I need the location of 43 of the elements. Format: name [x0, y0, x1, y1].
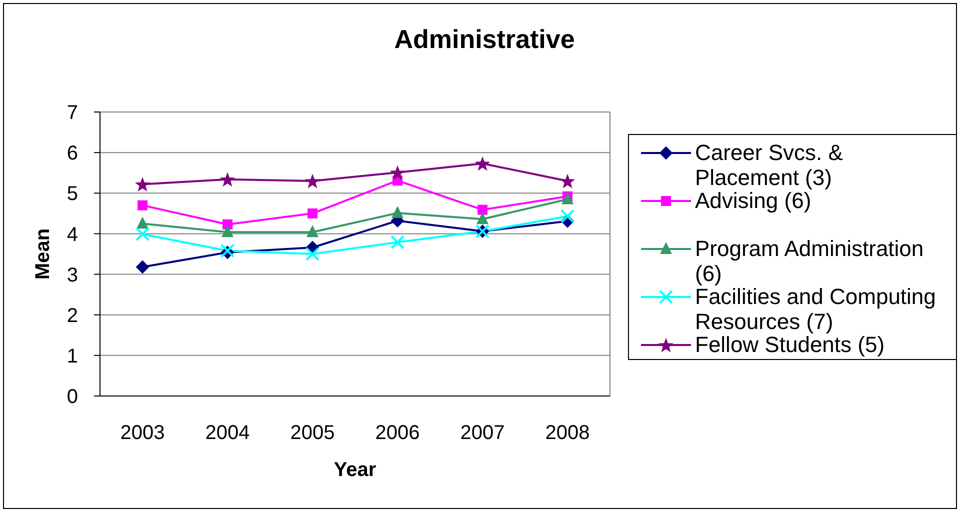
point — [390, 235, 404, 250]
x-tick-label: 2008 — [545, 422, 590, 444]
point — [560, 174, 576, 188]
point — [136, 227, 150, 242]
point — [306, 247, 320, 261]
y-tick-label: 3 — [66, 264, 78, 286]
y-axis-title: Mean — [32, 228, 54, 280]
y-tick-label: 2 — [66, 304, 78, 327]
legend-label: Career Svcs. & Placement (3) — [695, 140, 844, 190]
point — [136, 260, 149, 274]
point — [304, 174, 320, 188]
point — [478, 204, 488, 215]
point — [560, 209, 574, 224]
x-tick-label: 2006 — [375, 422, 420, 444]
point — [562, 192, 574, 204]
point — [390, 165, 406, 180]
point — [306, 225, 318, 238]
legend-label: Program Administration (6) — [695, 236, 925, 286]
y-tick-label: 1 — [66, 346, 78, 368]
chart-title: Administrative — [393, 24, 576, 55]
x-tick-label: 2004 — [205, 422, 250, 444]
point — [308, 208, 318, 218]
y-tick-label: 6 — [66, 142, 78, 165]
y-tick-label: 0 — [66, 386, 78, 408]
x-tick-label: 2005 — [290, 422, 335, 444]
point — [222, 219, 232, 230]
point — [474, 156, 490, 171]
point — [392, 206, 404, 218]
point — [222, 225, 234, 238]
y-tick-label: 4 — [66, 224, 78, 246]
point — [138, 200, 148, 210]
point — [134, 177, 150, 192]
legend-label: Fellow Students (5) — [695, 332, 886, 357]
legend-label: Facilities and Computing Resources (7) — [695, 284, 936, 334]
point — [220, 172, 236, 187]
x-tick-label: 2007 — [460, 422, 505, 444]
y-tick-label: 5 — [66, 183, 78, 206]
y-tick-label: 7 — [66, 102, 78, 124]
x-axis-title: Year — [334, 459, 376, 482]
x-tick-label: 2003 — [120, 422, 165, 444]
legend-label: Advising (6) — [695, 188, 812, 213]
point — [476, 212, 488, 224]
point — [136, 216, 148, 229]
